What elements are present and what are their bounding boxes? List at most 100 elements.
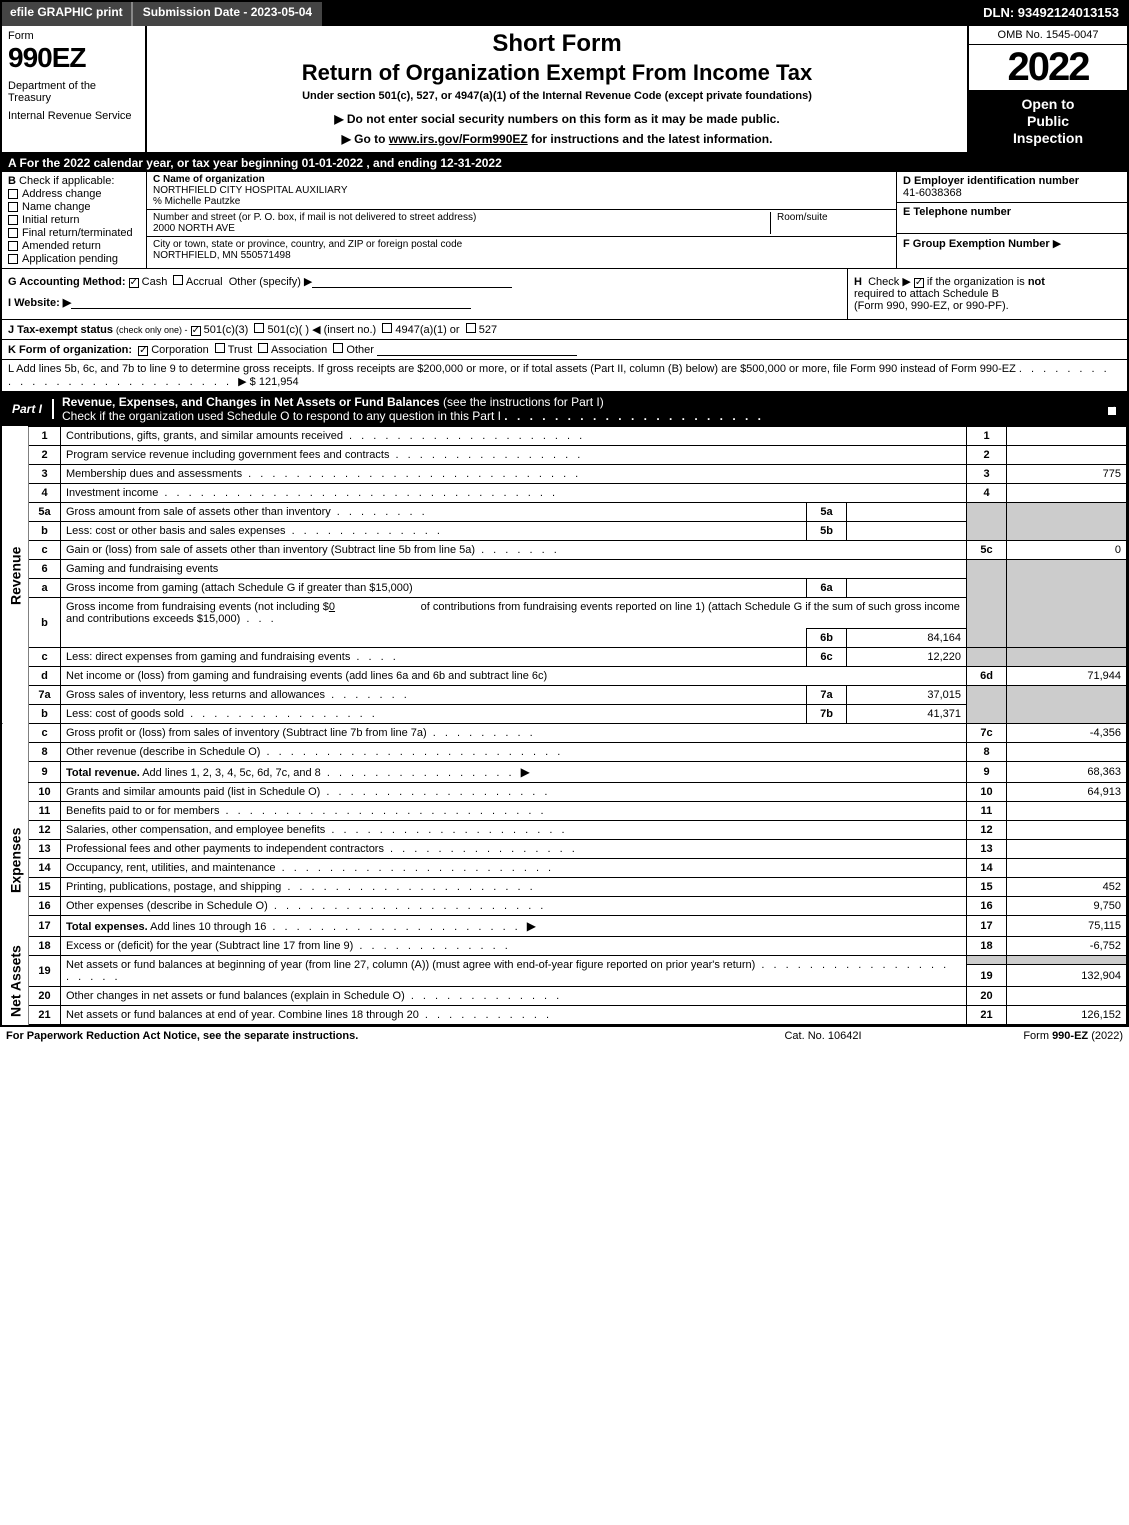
open-line2: Public — [973, 113, 1123, 130]
line-col: 13 — [967, 840, 1007, 859]
col-gi: G Accounting Method: Cash Accrual Other … — [2, 269, 847, 319]
line-desc: Gross profit or (loss) from sales of inv… — [61, 724, 967, 743]
cb-initial-return[interactable]: Initial return — [8, 214, 140, 226]
part1-checkbox[interactable] — [1107, 406, 1117, 416]
submission-date-button[interactable]: Submission Date - 2023-05-04 — [133, 2, 322, 26]
h-text3: required to attach Schedule B — [854, 288, 999, 300]
section-a-header: A For the 2022 calendar year, or tax yea… — [2, 154, 1127, 172]
efile-print-button[interactable]: efile GRAPHIC print — [2, 2, 133, 26]
checkbox-icon — [8, 215, 18, 225]
line-num: 20 — [29, 987, 61, 1006]
part1-title-text: Revenue, Expenses, and Changes in Net As… — [62, 395, 440, 409]
goto-link[interactable]: www.irs.gov/Form990EZ — [389, 132, 528, 146]
k-other: Other — [346, 344, 374, 356]
title-right-col: OMB No. 1545-0047 2022 Open to Public In… — [967, 26, 1127, 152]
line-val: 71,944 — [1007, 667, 1127, 686]
line-desc: Gross sales of inventory, less returns a… — [61, 686, 807, 705]
c-street-block: Number and street (or P. O. box, if mail… — [147, 210, 896, 236]
shaded-cell — [1007, 560, 1127, 648]
shaded-cell — [967, 648, 1007, 667]
table-row: 6 Gaming and fundraising events — [2, 560, 1127, 579]
cb-label: Name change — [22, 201, 91, 213]
line-desc: Less: direct expenses from gaming and fu… — [61, 648, 807, 667]
ghi-row: G Accounting Method: Cash Accrual Other … — [2, 269, 1127, 320]
tax-year: 2022 — [969, 45, 1127, 90]
line-val — [1007, 840, 1127, 859]
cb-accrual[interactable] — [173, 275, 183, 285]
line-num: 4 — [29, 484, 61, 503]
sub-label: 6a — [807, 579, 847, 598]
line-desc: Other revenue (describe in Schedule O) .… — [61, 743, 967, 762]
goto-suffix: for instructions and the latest informat… — [528, 132, 773, 146]
line-desc: Net income or (loss) from gaming and fun… — [61, 667, 967, 686]
f-label: F Group Exemption Number — [903, 238, 1050, 250]
table-row: 21 Net assets or fund balances at end of… — [2, 1006, 1127, 1025]
c-city-block: City or town, state or province, country… — [147, 236, 896, 263]
part1-check-note: Check if the organization used Schedule … — [62, 409, 501, 423]
sub-label: 7a — [807, 686, 847, 705]
cb-trust[interactable] — [215, 343, 225, 353]
g-other-blank — [312, 276, 512, 288]
c-name-label: C Name of organization — [153, 174, 265, 185]
line-desc: Professional fees and other payments to … — [61, 840, 967, 859]
cb-501c3[interactable] — [191, 326, 201, 336]
line-col: 21 — [967, 1006, 1007, 1025]
l-text: L Add lines 5b, 6c, and 7b to line 9 to … — [8, 363, 1016, 375]
table-row: c Gain or (loss) from sale of assets oth… — [2, 541, 1127, 560]
cb-4947[interactable] — [382, 323, 392, 333]
line-desc: Net assets or fund balances at beginning… — [61, 956, 967, 987]
6b-amount: 0 — [329, 601, 335, 613]
dept-treasury: Department of the Treasury — [8, 80, 139, 104]
omb-number: OMB No. 1545-0047 — [969, 26, 1127, 45]
line-desc: Investment income . . . . . . . . . . . … — [61, 484, 967, 503]
line-desc: Gross amount from sale of assets other t… — [61, 503, 807, 522]
h-text2: if the organization is — [927, 276, 1025, 288]
line-items-table: Revenue 1 Contributions, gifts, grants, … — [2, 426, 1127, 1025]
line-col: 15 — [967, 878, 1007, 897]
j-c3: 501(c)(3) — [204, 324, 249, 336]
line-num: c — [29, 541, 61, 560]
part1-note: (see the instructions for Part I) — [443, 395, 604, 409]
checkbox-icon — [8, 228, 18, 238]
cb-final-return[interactable]: Final return/terminated — [8, 227, 140, 239]
cb-name-change[interactable]: Name change — [8, 201, 140, 213]
table-row: 9 Total revenue. Add lines 1, 2, 3, 4, 5… — [2, 762, 1127, 783]
cb-assoc[interactable] — [258, 343, 268, 353]
cb-501c[interactable] — [254, 323, 264, 333]
b-check-label: Check if applicable: — [19, 175, 114, 187]
footer-form-prefix: Form — [1023, 1030, 1052, 1042]
table-row: Revenue 1 Contributions, gifts, grants, … — [2, 427, 1127, 446]
line-desc: Gain or (loss) from sale of assets other… — [61, 541, 967, 560]
line-num: b — [29, 522, 61, 541]
footer-mid: Cat. No. 10642I — [723, 1030, 923, 1042]
line-num: 2 — [29, 446, 61, 465]
k-label: K Form of organization: — [8, 344, 132, 356]
line-col: 3 — [967, 465, 1007, 484]
k-corp: Corporation — [151, 344, 208, 356]
line-num: 5a — [29, 503, 61, 522]
title-left-col: Form 990EZ Department of the Treasury In… — [2, 26, 147, 152]
netassets-side-label: Net Assets — [2, 937, 29, 1025]
line-num: 10 — [29, 783, 61, 802]
line-col: 18 — [967, 937, 1007, 956]
line-num: 1 — [29, 427, 61, 446]
d-label: D Employer identification number — [903, 175, 1079, 187]
cb-other[interactable] — [333, 343, 343, 353]
line-num: b — [29, 705, 61, 724]
cb-amended-return[interactable]: Amended return — [8, 240, 140, 252]
line-col: 2 — [967, 446, 1007, 465]
g-cash: Cash — [142, 276, 168, 288]
cb-address-change[interactable]: Address change — [8, 188, 140, 200]
line-desc: Net assets or fund balances at end of ye… — [61, 1006, 967, 1025]
table-row: 11 Benefits paid to or for members . . .… — [2, 802, 1127, 821]
line-num: 14 — [29, 859, 61, 878]
j-527: 527 — [479, 324, 497, 336]
cb-application-pending[interactable]: Application pending — [8, 253, 140, 265]
cb-h[interactable] — [914, 278, 924, 288]
cb-cash[interactable] — [129, 278, 139, 288]
line-col: 19 — [967, 964, 1007, 987]
i-label: I Website: ▶ — [8, 297, 71, 309]
h-text4: (Form 990, 990-EZ, or 990-PF). — [854, 300, 1009, 312]
cb-527[interactable] — [466, 323, 476, 333]
cb-corp[interactable] — [138, 346, 148, 356]
